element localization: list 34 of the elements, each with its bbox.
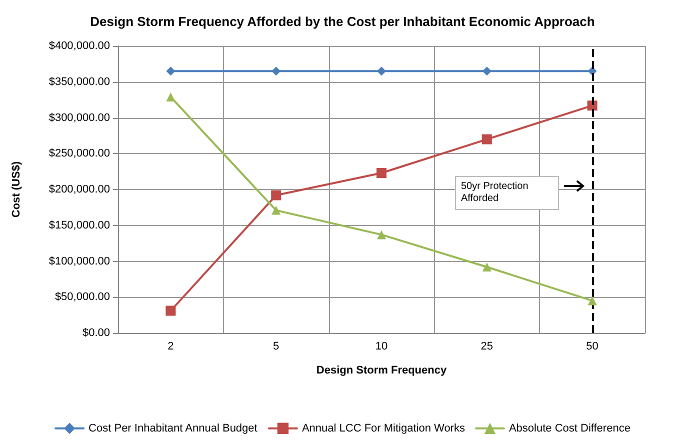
point	[272, 66, 281, 76]
y-tick-label: $200,000.00	[48, 184, 110, 196]
x-tick-label: 50	[586, 340, 598, 352]
point	[166, 92, 176, 102]
x-tick-label: 25	[480, 340, 494, 352]
x-tick-label: 2	[168, 340, 174, 352]
y-tick-label: $400,000.00	[48, 40, 110, 52]
point	[588, 296, 597, 306]
chart-title: Design Storm Frequency Afforded by the Cost per Inhabitant Economic Approach	[90, 14, 595, 29]
point	[166, 306, 176, 316]
point	[482, 262, 492, 272]
annotation: 50yr Protection Afforded	[461, 181, 530, 205]
x-tick-label: 5	[273, 340, 280, 352]
legend-label: Cost Per Inhabitant Annual Budget	[88, 422, 258, 434]
x-axis-title: Design Storm Frequency	[316, 364, 448, 376]
point	[166, 66, 176, 76]
y-tick-label: $100,000.00	[48, 255, 110, 268]
point	[271, 190, 282, 200]
point	[482, 134, 492, 144]
x-tick-label: 10	[375, 340, 388, 352]
point	[377, 230, 386, 240]
point	[482, 66, 492, 76]
legend-label: Absolute Cost Difference	[508, 422, 630, 434]
y-tick-label: $250,000.00	[48, 148, 110, 160]
y-tick-label: $300,000.00	[48, 112, 110, 124]
y-axis-title: Cost (US$)	[10, 161, 22, 218]
y-tick-label: $0.00	[82, 327, 110, 339]
point	[377, 66, 386, 76]
y-tick-label: $50,000.00	[54, 291, 110, 304]
y-tick-label: $350,000.00	[48, 76, 110, 88]
point	[272, 206, 281, 215]
legend-label: Annual LCC For Mitigation Works	[302, 422, 466, 434]
point	[376, 168, 386, 178]
y-tick-label: $150,000.00	[48, 219, 110, 232]
